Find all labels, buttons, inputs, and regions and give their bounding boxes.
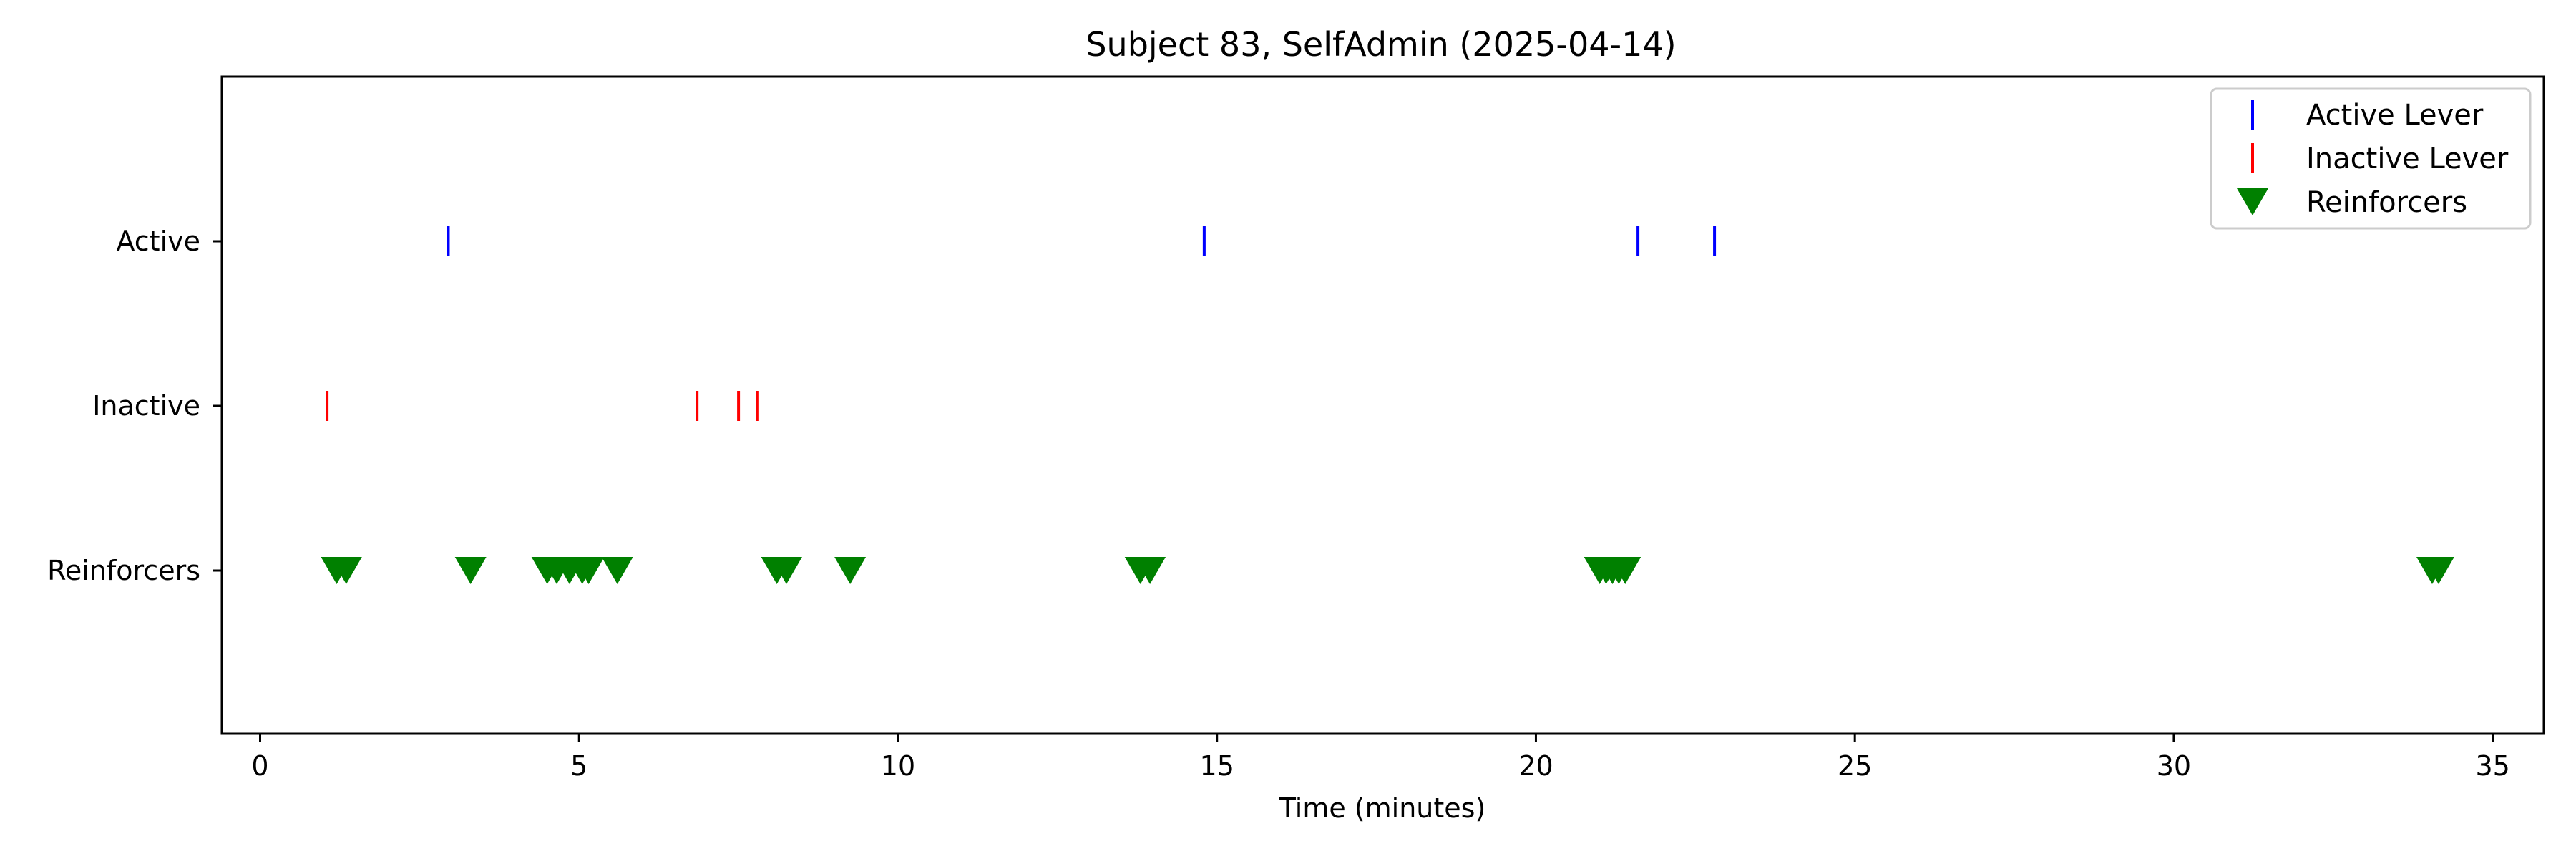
legend-marker-reinforcers (2237, 188, 2268, 215)
legend-box (2210, 87, 2532, 230)
reinforcer-mark (330, 557, 362, 584)
reinforcer-mark (834, 557, 867, 584)
x-tick-label: 30 (2157, 750, 2191, 782)
y-tick-label: Inactive (92, 390, 200, 422)
legend-label: Reinforcers (2306, 186, 2467, 219)
x-tick-label: 10 (881, 750, 915, 782)
chart-title: Subject 83, SelfAdmin (2025-04-14) (1085, 25, 1676, 64)
y-tick-label: Reinforcers (47, 555, 200, 586)
reinforcer-mark (572, 557, 605, 584)
reinforcer-mark (454, 557, 487, 584)
y-tick-label: Active (116, 225, 200, 257)
x-tick-label: 0 (251, 750, 268, 782)
x-tick-label: 25 (1838, 750, 1872, 782)
x-axis-label: Time (minutes) (1279, 792, 1486, 824)
plot-frame (220, 75, 2545, 735)
reinforcer-mark (601, 557, 633, 584)
reinforcer-mark (2422, 557, 2454, 584)
x-tick-label: 15 (1200, 750, 1234, 782)
reinforcer-mark (770, 557, 802, 584)
legend: Active Lever Inactive Lever Reinforcers (2210, 87, 2532, 230)
x-axis: 0 5 10 15 20 25 30 35 (251, 734, 2510, 782)
x-tick-label: 5 (570, 750, 587, 782)
y-axis: Active Inactive Reinforcers (47, 225, 222, 586)
reinforcer-mark (1609, 557, 1641, 584)
legend-label: Active Lever (2306, 99, 2484, 132)
chart-marks (321, 226, 2454, 584)
legend-label: Inactive Lever (2306, 142, 2509, 175)
reinforcer-mark (1134, 557, 1166, 584)
x-tick-label: 20 (1518, 750, 1553, 782)
x-tick-label: 35 (2476, 750, 2510, 782)
